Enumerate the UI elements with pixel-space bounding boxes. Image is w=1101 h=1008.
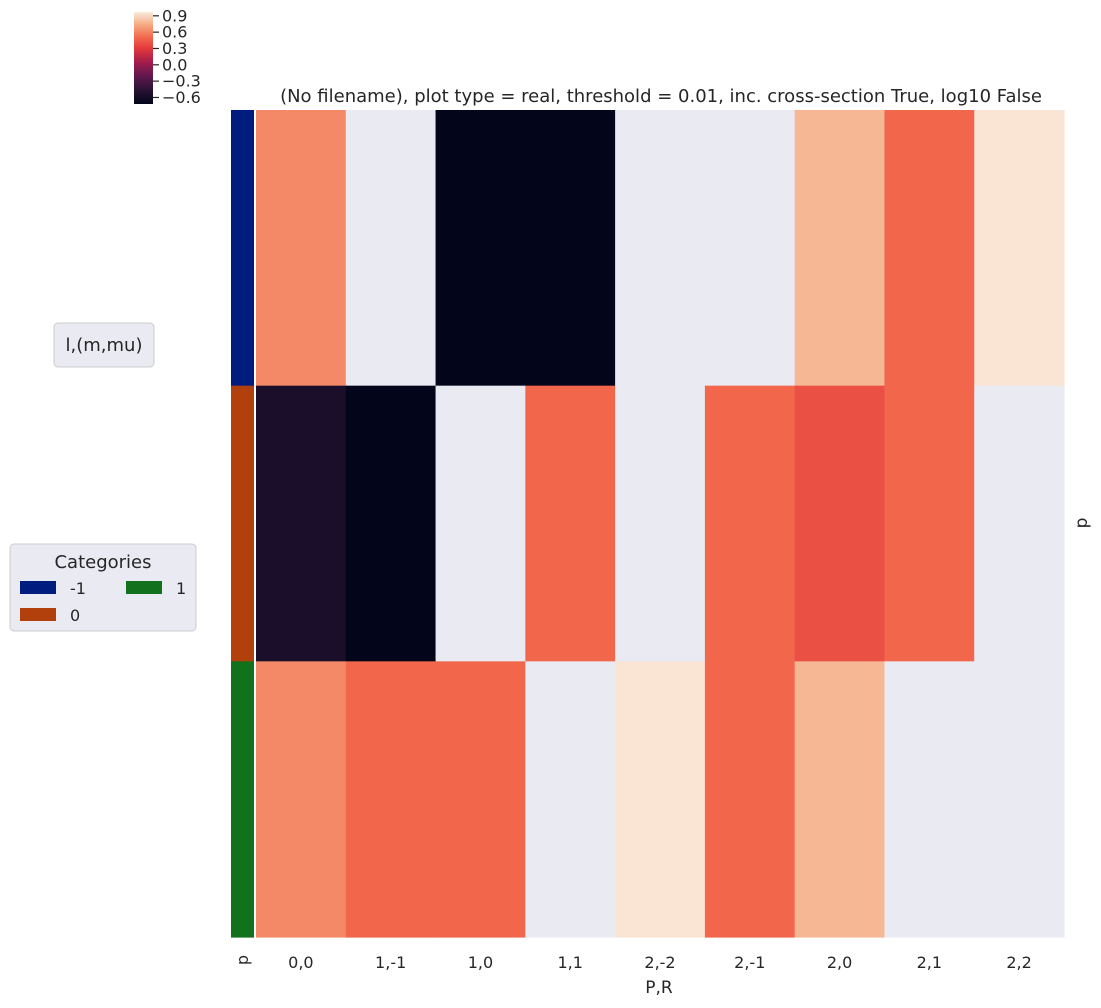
heatmap-cell <box>525 110 616 387</box>
heatmap-cell <box>615 661 706 938</box>
heatmap-cell <box>794 110 886 387</box>
heatmap-cell <box>256 110 347 387</box>
x-tick-label: 2,-1 <box>734 953 765 972</box>
chart-title: (No filename), plot type = real, thresho… <box>280 86 1042 107</box>
side-label-box: l,(m,mu) <box>53 322 155 368</box>
x-tick-label: 2,2 <box>1006 953 1031 972</box>
heatmap-cell <box>974 110 1065 387</box>
row-color-cell <box>231 110 254 387</box>
heatmap-cell <box>345 661 437 938</box>
x-tick-label: 1,0 <box>468 953 493 972</box>
heatmap-cell <box>525 661 616 938</box>
legend-swatch <box>20 608 56 621</box>
legend-label: -1 <box>70 579 86 598</box>
row-color-strip <box>231 110 254 938</box>
heatmap-cell <box>974 385 1065 662</box>
x-tick-label: 1,1 <box>557 953 582 972</box>
heatmap-cell <box>256 385 347 662</box>
x-tick-label: 2,-2 <box>644 953 675 972</box>
heatmap-cell <box>256 661 347 938</box>
heatmap-cell <box>704 661 796 938</box>
legend-label: 0 <box>70 606 80 625</box>
heatmap-cell <box>704 385 796 662</box>
legend-label: 1 <box>176 579 186 598</box>
colorbar-tick-label: −0.3 <box>162 72 201 91</box>
heatmap-cell <box>704 110 796 387</box>
x-tick-labels: 0,0 1,-1 1,0 1,1 2,-2 2,-1 2,0 2,1 2,2 <box>288 953 1032 972</box>
colorbar-tick-label: 0.0 <box>162 55 187 74</box>
heatmap-cell <box>884 385 975 662</box>
heatmap-cell <box>435 661 526 938</box>
x-axis-label: P,R <box>645 978 673 998</box>
colorbar-tick-label: 0.3 <box>162 39 187 58</box>
heatmap-cells <box>256 110 1065 938</box>
colorbar-tick-label: −0.6 <box>162 88 201 107</box>
row-colors-label: p <box>233 955 252 965</box>
colorbar-tick-label: 0.6 <box>162 23 187 42</box>
legend-swatch <box>20 581 56 594</box>
right-axis-label: p <box>1072 518 1092 529</box>
heatmap-cell <box>615 110 706 387</box>
heatmap-cell <box>974 661 1065 938</box>
row-color-cell <box>231 385 254 662</box>
colorbar: 0.90.60.30.0−0.3−0.6 <box>134 6 201 107</box>
colorbar-tick-label: 0.9 <box>162 6 187 25</box>
heatmap-cell <box>794 385 886 662</box>
legend-swatch <box>126 581 162 594</box>
row-color-cell <box>231 661 254 938</box>
x-tick-label: 1,-1 <box>375 953 406 972</box>
heatmap-cell <box>345 385 437 662</box>
legend: Categories -1 0 1 <box>9 543 197 632</box>
side-label: l,(m,mu) <box>66 335 143 356</box>
heatmap-cell <box>884 661 975 938</box>
heatmap-cell <box>525 385 616 662</box>
colorbar-gradient <box>134 12 153 104</box>
heatmap-cell <box>884 110 975 387</box>
heatmap-cell <box>345 110 437 387</box>
heatmap-cell <box>435 110 526 387</box>
legend-title: Categories <box>54 552 151 573</box>
heatmap-cell <box>435 385 526 662</box>
heatmap-cell <box>615 385 706 662</box>
x-tick-label: 2,0 <box>827 953 852 972</box>
heatmap-cell <box>794 661 886 938</box>
x-tick-label: 2,1 <box>917 953 942 972</box>
x-tick-label: 0,0 <box>288 953 313 972</box>
